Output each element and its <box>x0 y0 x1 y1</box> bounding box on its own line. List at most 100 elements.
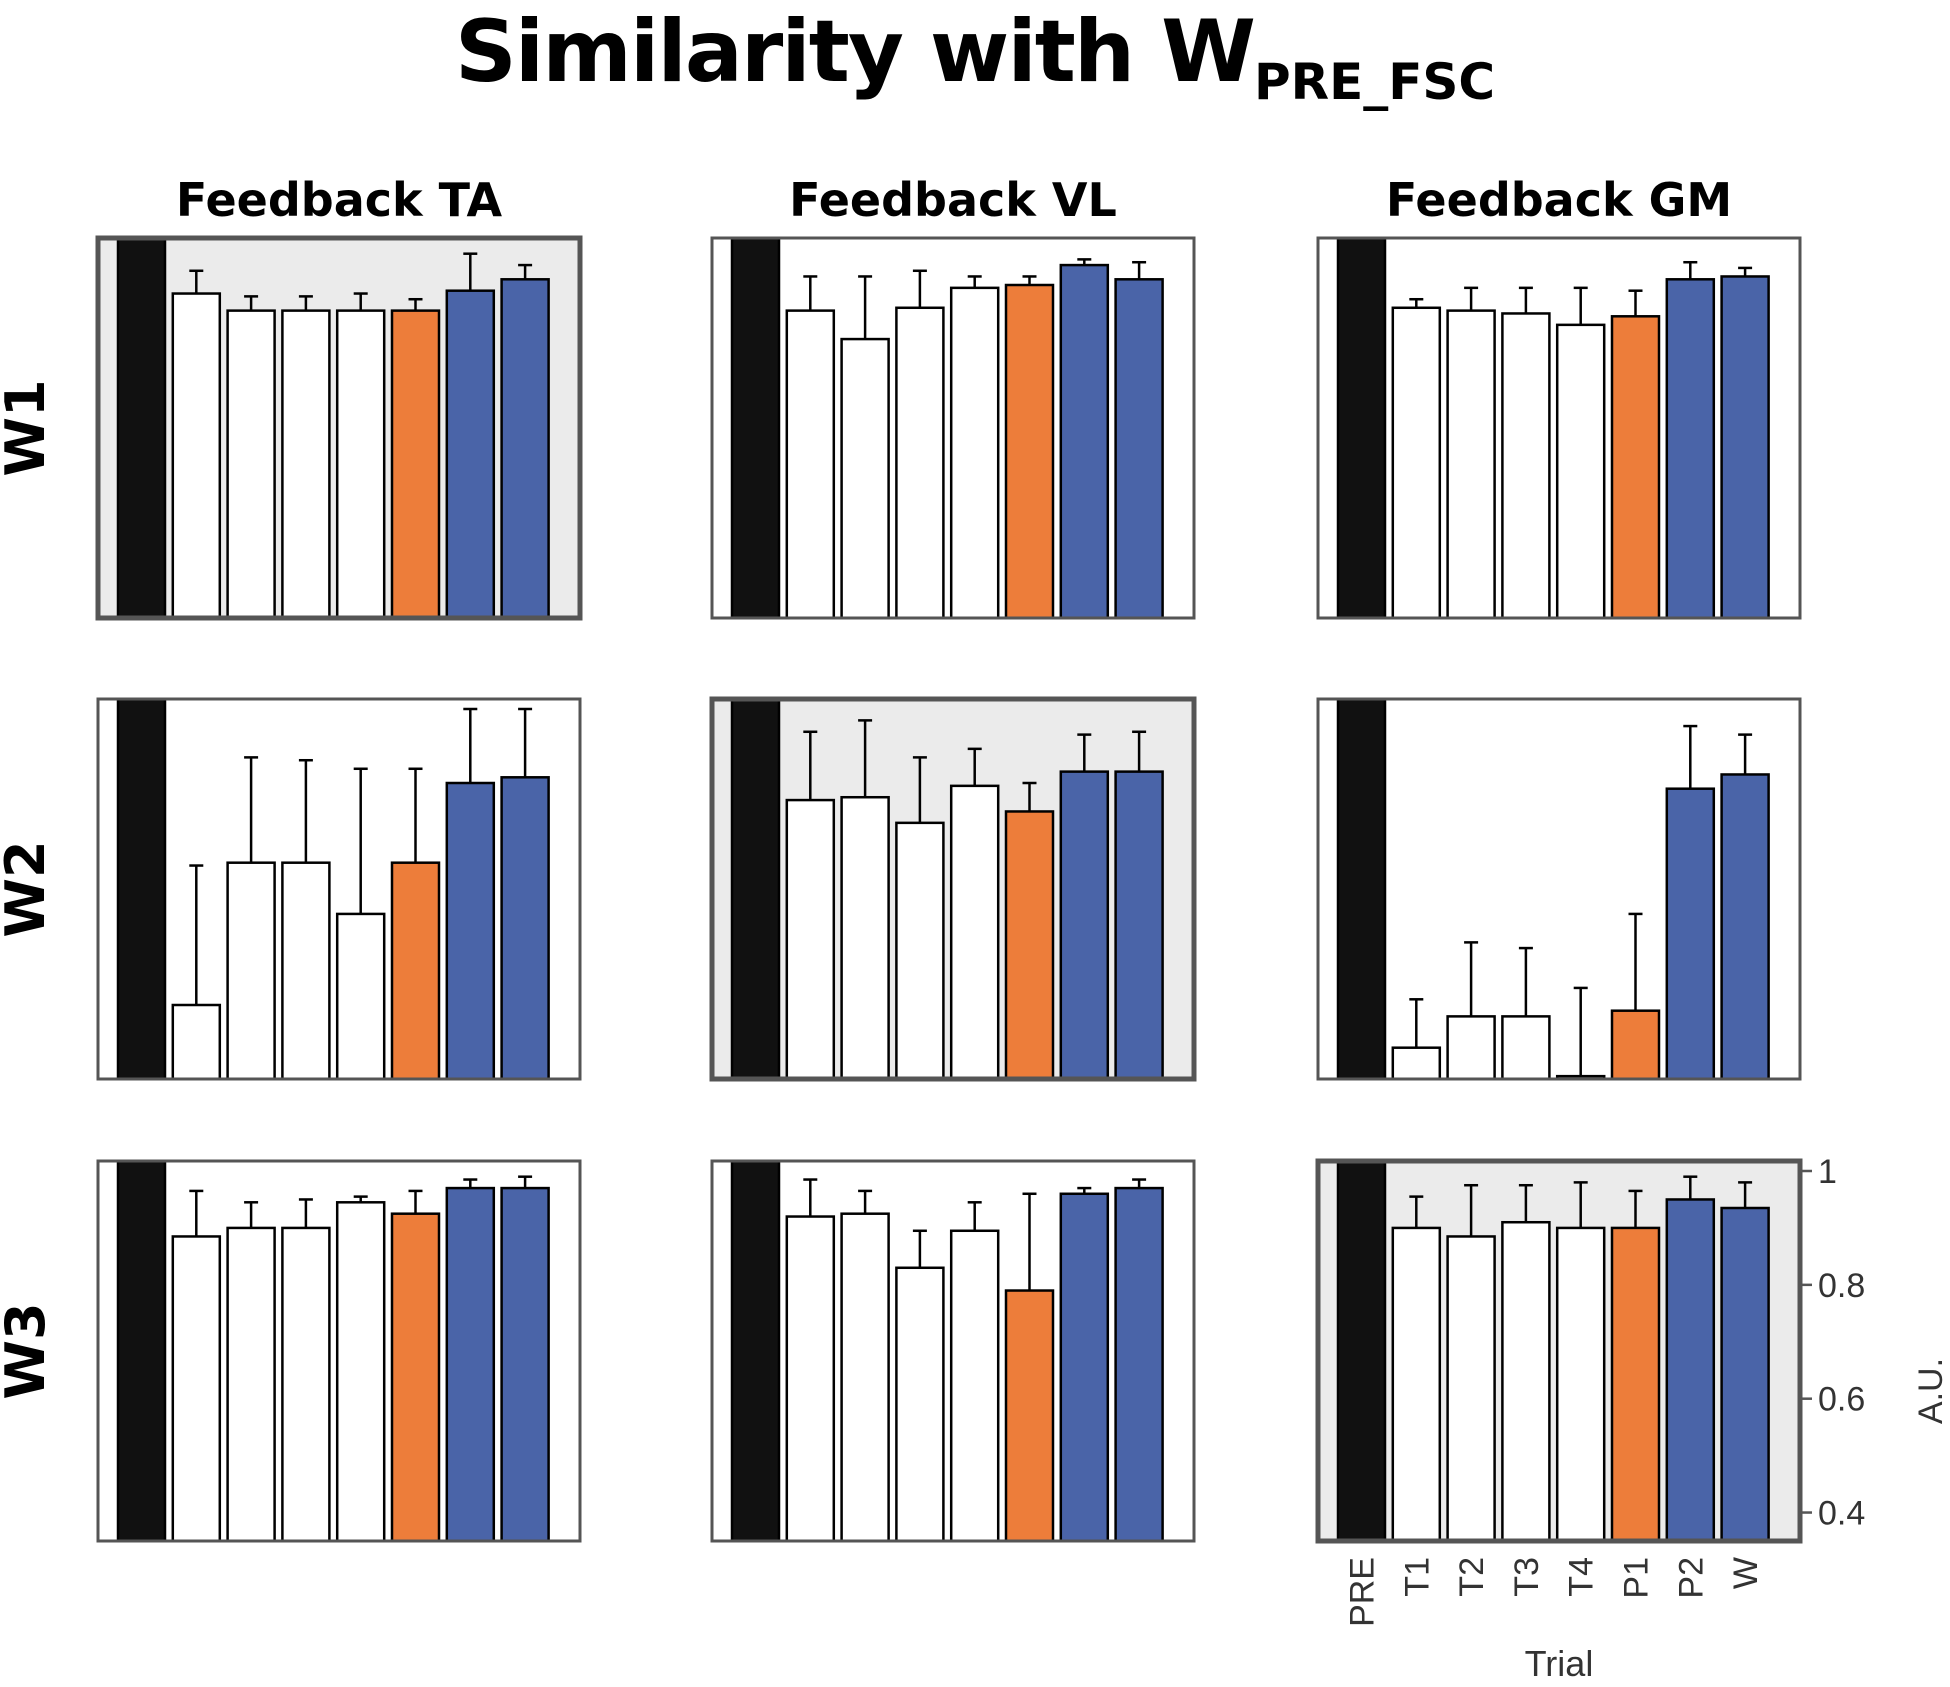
bar-t3 <box>1501 312 1551 620</box>
bar-t1 <box>785 309 836 620</box>
y-tick-label: 0.8 <box>1818 1267 1865 1305</box>
bar-t2 <box>840 1212 890 1543</box>
bar-t3 <box>895 821 945 1081</box>
bar-t3 <box>281 309 331 620</box>
bar-t4 <box>949 784 1000 1081</box>
panel-frame <box>710 236 1196 620</box>
bar-p2 <box>445 1186 496 1543</box>
row-label: W3 <box>0 1302 57 1399</box>
bar-t3 <box>281 861 331 1081</box>
bar-w <box>500 776 550 1081</box>
bar-t1 <box>171 1235 222 1543</box>
panel-frame <box>710 1159 1196 1543</box>
panel-w2-feedback-gm <box>1316 697 1802 1081</box>
panel-w2-feedback-ta <box>96 697 582 1081</box>
bar-pre <box>1336 1159 1387 1543</box>
bar-t3 <box>895 306 945 620</box>
bar-t1 <box>785 798 836 1081</box>
row-label: W2 <box>0 840 57 937</box>
panel-frame <box>1315 1158 1803 1544</box>
bar-pre <box>730 236 781 620</box>
bar-p1 <box>390 309 441 620</box>
panel-frame <box>96 697 582 1081</box>
x-tick-label: W <box>1727 1557 1765 1589</box>
x-tick-label: PRE <box>1344 1557 1382 1627</box>
bar-t2 <box>1446 1235 1496 1543</box>
bar-t4 <box>335 309 386 620</box>
row-label: W1 <box>0 379 57 476</box>
x-tick-label: T3 <box>1508 1557 1546 1597</box>
bar-t4 <box>335 912 386 1081</box>
bar-t2 <box>840 337 890 620</box>
panel-frame <box>96 1159 582 1543</box>
bar-p1 <box>390 861 441 1081</box>
bar-w <box>500 1186 550 1543</box>
bar-w <box>1114 770 1164 1081</box>
bar-p2 <box>1059 1192 1110 1543</box>
bar-p1 <box>1004 810 1055 1081</box>
bar-p1 <box>1610 315 1661 620</box>
bar-t1 <box>1391 1046 1442 1081</box>
bar-w <box>1114 278 1164 620</box>
y-tick-label: 0.6 <box>1818 1381 1865 1419</box>
bar-t4 <box>1555 1226 1606 1543</box>
y-tick-label: 0.4 <box>1818 1495 1865 1533</box>
bar-pre <box>1336 236 1387 620</box>
column-title: Feedback GM <box>1386 173 1732 227</box>
chart-title-subscript: PRE_FSC <box>1253 53 1496 111</box>
bar-t2 <box>226 861 276 1081</box>
bar-t1 <box>785 1215 836 1543</box>
panel-frame <box>1316 697 1802 1081</box>
x-axis-label: Trial <box>1525 1643 1594 1684</box>
panel-w3-feedback-gm <box>1315 1158 1803 1544</box>
bar-pre <box>730 697 781 1081</box>
bar-p2 <box>1665 278 1716 620</box>
panel-frame <box>1316 236 1802 620</box>
x-tick-label: P1 <box>1618 1557 1656 1599</box>
panel-frame <box>709 696 1197 1082</box>
bar-p2 <box>445 289 496 620</box>
bar-pre <box>730 1159 781 1543</box>
panel-w1-feedback-ta <box>95 235 583 621</box>
bar-t3 <box>281 1226 331 1543</box>
chart-title: Similarity with WPRE_FSC <box>0 2 1950 111</box>
bar-t2 <box>840 795 890 1081</box>
bar-t2 <box>226 309 276 620</box>
x-tick-label: T4 <box>1563 1557 1601 1597</box>
bar-p1 <box>1610 1226 1661 1543</box>
panel-w1-feedback-gm <box>1316 236 1802 620</box>
x-tick-label: P2 <box>1672 1557 1710 1599</box>
bar-t4 <box>335 1201 386 1543</box>
bar-p1 <box>390 1212 441 1543</box>
y-axis-label: A.U. <box>1912 1358 1950 1424</box>
y-tick-label: 1 <box>1818 1153 1837 1191</box>
bar-t3 <box>1501 1220 1551 1543</box>
panel-background <box>1318 699 1800 1079</box>
bar-t3 <box>895 1266 945 1543</box>
bar-p2 <box>1059 263 1110 620</box>
bar-t2 <box>1446 309 1496 620</box>
bar-w <box>1720 773 1770 1081</box>
column-title: Feedback VL <box>789 173 1117 227</box>
panel-frame <box>95 235 583 621</box>
bar-pre <box>116 1159 167 1543</box>
panel-w3-feedback-ta <box>96 1159 582 1543</box>
bar-t3 <box>1501 1015 1551 1081</box>
panel-w1-feedback-vl <box>710 236 1196 620</box>
bar-w <box>1720 275 1770 620</box>
bar-w <box>1720 1206 1770 1543</box>
chart-title-main: Similarity with W <box>454 2 1256 102</box>
bar-w <box>500 278 550 620</box>
bar-w <box>1114 1186 1164 1543</box>
bar-p2 <box>1059 770 1110 1081</box>
bar-t2 <box>226 1226 276 1543</box>
bar-p2 <box>445 781 496 1081</box>
bar-t2 <box>1446 1015 1496 1081</box>
bar-p1 <box>1610 1009 1661 1081</box>
bar-p1 <box>1004 283 1055 620</box>
x-tick-label: T2 <box>1453 1557 1491 1597</box>
bar-p2 <box>1665 787 1716 1081</box>
bar-t1 <box>171 1003 222 1081</box>
bar-pre <box>116 236 167 620</box>
